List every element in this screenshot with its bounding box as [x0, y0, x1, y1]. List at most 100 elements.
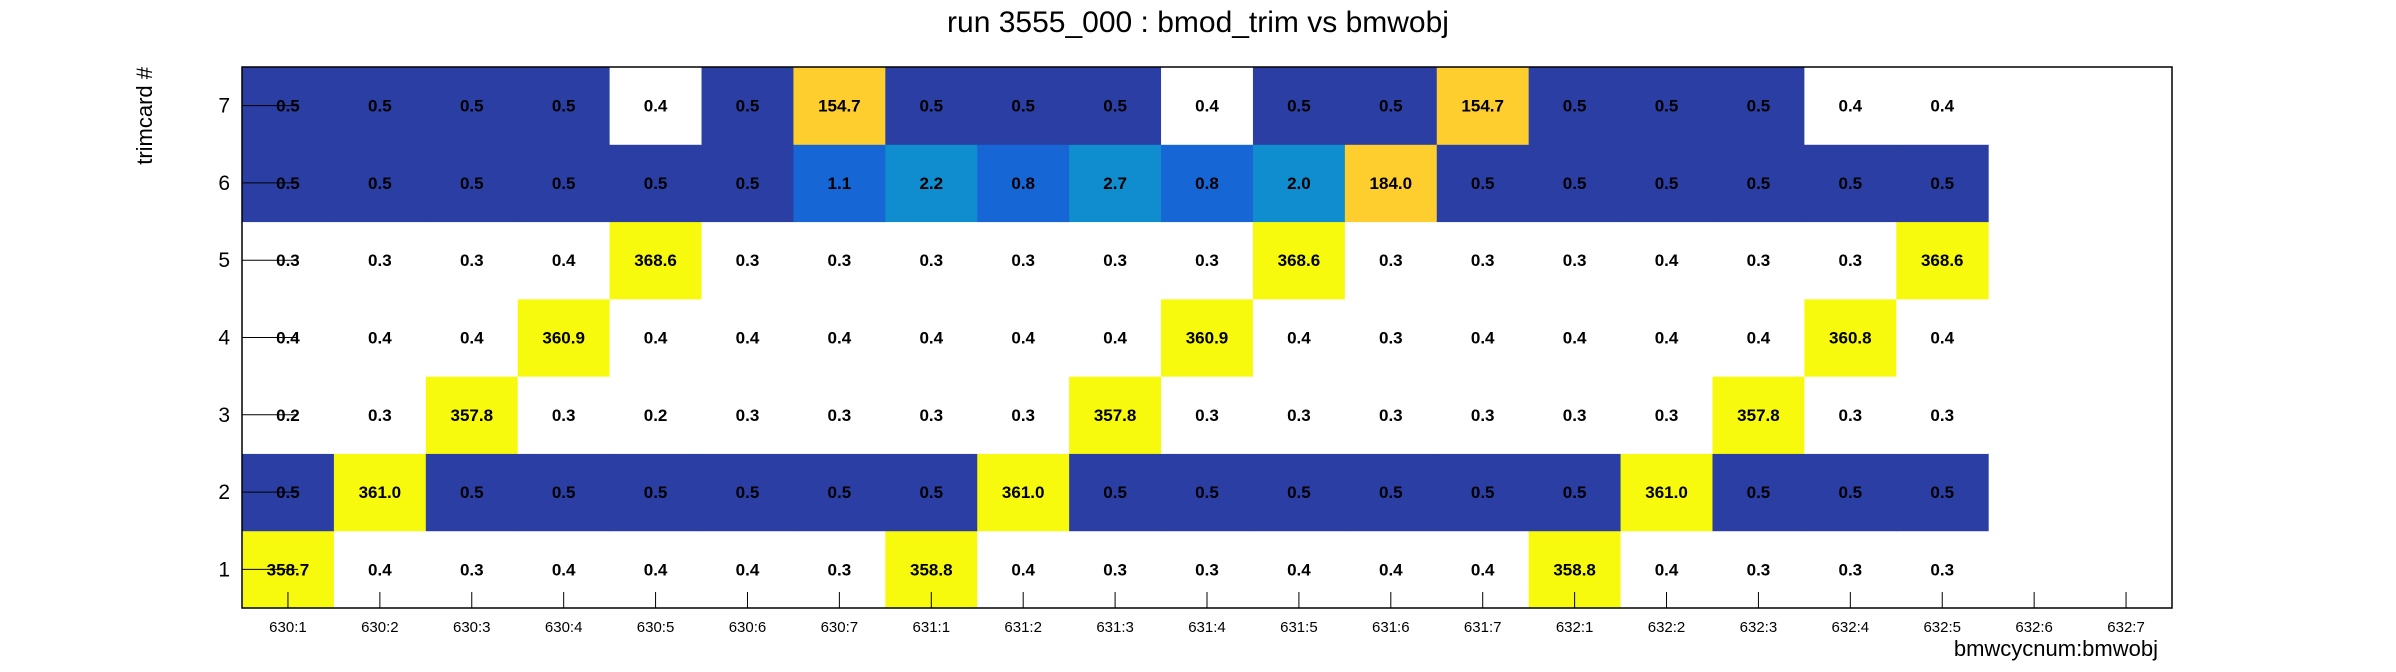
heatmap-cell: [977, 453, 1070, 532]
cell-value-label: 0.3: [460, 251, 484, 270]
y-tick-label: 2: [218, 481, 230, 504]
heatmap-cell: [1804, 221, 1897, 300]
cell-value-label: 0.5: [736, 483, 760, 502]
cell-value-label: 358.8: [910, 560, 953, 579]
x-tick-label: 631:2: [1004, 619, 1042, 636]
y-axis-title: trimcard #: [132, 66, 157, 165]
cell-value-label: 0.3: [1195, 560, 1219, 579]
cell-value-label: 368.6: [634, 251, 677, 270]
x-tick-label: 632:4: [1832, 619, 1870, 636]
x-tick-label: 632:3: [1740, 619, 1778, 636]
cell-value-label: 0.3: [1471, 251, 1495, 270]
cell-value-label: 0.4: [1195, 97, 1219, 116]
heatmap-cell: [1620, 453, 1713, 532]
heatmap-cell: [609, 453, 703, 532]
heatmap-cell: [1252, 453, 1346, 532]
cell-value-label: 0.5: [1930, 174, 1954, 193]
heatmap-cell: [333, 298, 427, 377]
heatmap-cell: [1620, 298, 1713, 377]
heatmap-cell: [793, 67, 886, 145]
cell-value-label: 0.5: [1563, 174, 1587, 193]
cell-value-label: 0.3: [1379, 251, 1403, 270]
heatmap-cell: [1528, 221, 1622, 300]
heatmap-cell: [701, 221, 794, 300]
cell-value-label: 0.5: [552, 174, 576, 193]
cell-value-label: 0.3: [1839, 251, 1863, 270]
heatmap-cell: [1528, 144, 1622, 223]
heatmap-cell: [333, 67, 427, 145]
y-axis-ticks: 1 2 3 4 5 6 7: [218, 95, 298, 581]
cell-value-label: 0.5: [368, 97, 392, 116]
heatmap-cell: [1161, 67, 1254, 145]
heatmap-cell: [1896, 376, 1989, 454]
heatmap-cell: [425, 376, 519, 454]
x-tick-label: 632:2: [1648, 619, 1686, 636]
x-axis-ticks: 630:1 630:2 630:3 630:4 630:5 630:6 630:7 631:1…: [269, 592, 2145, 636]
cell-value-label: 0.4: [1103, 329, 1127, 348]
heatmap-cell: [701, 298, 794, 377]
heatmap-cell: [1712, 376, 1805, 454]
cell-value-label: 0.5: [1379, 97, 1403, 116]
heatmap-cell: [1252, 67, 1346, 145]
cell-value-label: 0.3: [368, 406, 392, 425]
cell-value-label: 0.5: [1563, 483, 1587, 502]
cell-value-label: 0.4: [736, 560, 760, 579]
x-tick-label: 632:6: [2015, 619, 2053, 636]
cell-value-label: 0.5: [919, 97, 943, 116]
heatmap-cell: [1896, 221, 1989, 300]
cell-value-label: 0.4: [1930, 329, 1954, 348]
cell-value-label: 0.5: [552, 97, 576, 116]
cell-value-label: 0.3: [828, 560, 852, 579]
cell-value-label: 0.4: [1471, 329, 1495, 348]
cell-value-label: 0.5: [552, 483, 576, 502]
heatmap-cell: [1344, 298, 1438, 377]
heatmap-cell: [1712, 453, 1805, 532]
heatmap-cell: [1620, 67, 1713, 145]
cell-value-label: 0.5: [1747, 483, 1771, 502]
cell-value-label: 0.5: [644, 174, 668, 193]
cell-value-label: 0.8: [1195, 174, 1219, 193]
cell-value-label: 0.3: [1195, 251, 1219, 270]
cell-value-label: 0.4: [460, 329, 484, 348]
heatmap-cell: [1436, 67, 1530, 145]
heatmap-cell: [1528, 453, 1622, 532]
cell-value-label: 0.4: [1011, 329, 1035, 348]
heatmap-cell: [1896, 144, 1989, 223]
heatmap-cell: [885, 453, 978, 532]
x-tick-label: 630:6: [729, 619, 767, 636]
cell-value-label: 2.0: [1287, 174, 1311, 193]
heatmap-cell: [1436, 144, 1530, 223]
heatmap-cell: [701, 376, 794, 454]
heatmap-cell: [793, 376, 886, 454]
heatmap-cell: [517, 376, 611, 454]
cell-value-label: 0.4: [1471, 560, 1495, 579]
cell-value-label: 0.4: [552, 560, 576, 579]
cell-value-label: 154.7: [818, 97, 861, 116]
heatmap-cell: [793, 453, 886, 532]
cell-value-label: 184.0: [1370, 174, 1413, 193]
cell-value-label: 0.3: [1379, 406, 1403, 425]
heatmap-cell: [517, 144, 611, 223]
cell-value-label: 2.7: [1103, 174, 1127, 193]
cell-value-label: 0.5: [644, 483, 668, 502]
cell-value-label: 0.8: [1011, 174, 1035, 193]
heatmap-cell: [1344, 376, 1438, 454]
heatmap-cell: [885, 144, 978, 223]
cell-value-label: 0.4: [1287, 560, 1311, 579]
x-tick-label: 631:1: [913, 619, 951, 636]
cell-value-label: 0.3: [1563, 406, 1587, 425]
heatmap-cell: [1069, 221, 1162, 300]
x-tick-label: 630:2: [361, 619, 399, 636]
cell-value-label: 0.3: [1103, 560, 1127, 579]
heatmap-cell: [1161, 144, 1254, 223]
cell-value-label: 0.5: [1011, 97, 1035, 116]
heatmap-cell: [517, 453, 611, 532]
heatmap-cell: [885, 221, 978, 300]
heatmap-cell: [1712, 144, 1805, 223]
cell-value-label: 0.4: [368, 560, 392, 579]
heatmap-cell: [1069, 144, 1162, 223]
cell-value-label: 0.4: [828, 329, 852, 348]
cell-value-label: 0.4: [552, 251, 576, 270]
cell-value-label: 360.8: [1829, 329, 1872, 348]
cell-labels: 358.7 0.4 0.3 0.4 0.4 0.4 0.3 358.8 0.4 0.3 0.3 0.4…: [267, 97, 1964, 580]
